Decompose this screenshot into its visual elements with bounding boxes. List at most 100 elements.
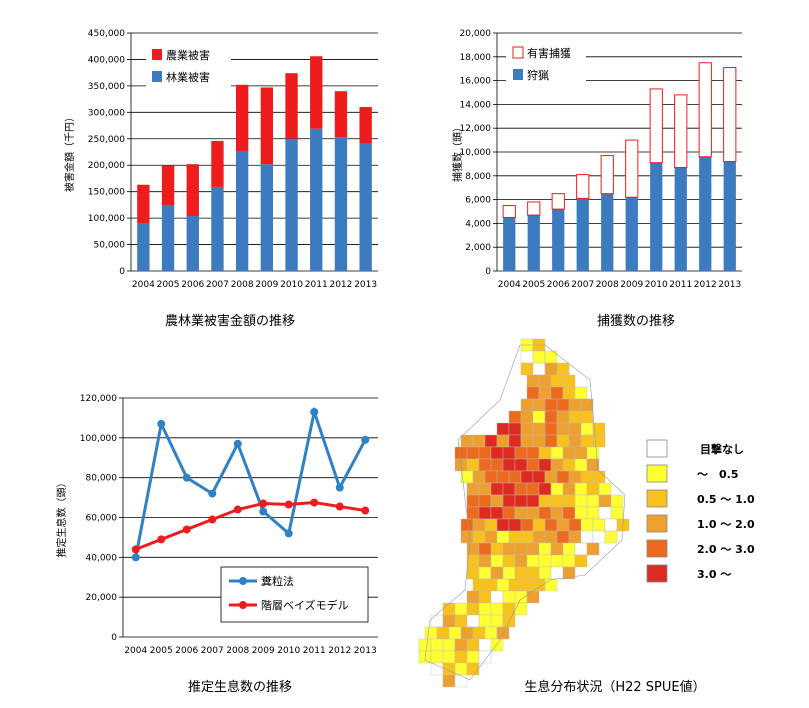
x-tick-label: 2006 <box>175 646 198 656</box>
map-cell <box>568 470 582 484</box>
map-cell <box>466 446 480 460</box>
x-tick-label: 2011 <box>303 646 326 656</box>
map-cell <box>532 578 546 592</box>
map-cell <box>472 578 486 592</box>
bar-segment <box>502 205 516 218</box>
map-cell <box>478 542 492 556</box>
distribution-map <box>418 338 630 688</box>
legend-label: 3.0 ～ <box>697 568 731 581</box>
map-cell <box>580 422 594 436</box>
map-cell <box>508 530 522 544</box>
x-tick-label: 2005 <box>522 280 545 290</box>
y-tick-label: 12,000 <box>460 124 492 134</box>
y-tick-label: 60,000 <box>86 514 118 524</box>
map-cell <box>544 422 558 436</box>
legend-swatch <box>646 489 668 508</box>
x-tick-label: 2009 <box>255 280 278 290</box>
y-tick-label: 100,000 <box>88 214 125 224</box>
map-cell <box>442 674 456 688</box>
map-cell <box>496 578 510 592</box>
bar-segment <box>359 107 372 144</box>
map-legend: 目撃なし ～ 0.5 0.5 ～ 1.0 1.0 ～ 2.0 2.0 ～ 3.0 3.0 … <box>646 439 755 583</box>
bar-segment <box>235 150 249 271</box>
data-point <box>361 506 370 515</box>
map-cell <box>526 386 540 400</box>
map-cell <box>484 518 498 532</box>
legend-marker <box>239 577 247 585</box>
map-cell <box>442 650 456 664</box>
map-cell <box>532 434 546 448</box>
map-cell <box>466 506 480 520</box>
map-cell <box>568 422 582 436</box>
legend-label: 糞粒法 <box>261 574 294 588</box>
bar-segment <box>601 193 614 271</box>
data-point <box>335 483 344 492</box>
data-point <box>259 499 268 508</box>
map-cell <box>508 410 522 424</box>
y-tick-label: 14,000 <box>460 100 492 110</box>
map-cell <box>484 470 498 484</box>
map-cell <box>466 458 480 472</box>
y-axis-label: 被害金額（千円） <box>63 112 76 192</box>
bar-segment <box>186 215 199 271</box>
map-cell <box>604 530 618 544</box>
map-cell <box>454 602 468 616</box>
x-tick-label: 2012 <box>328 646 351 656</box>
y-tick-label: 40,000 <box>86 553 118 563</box>
map-cell <box>490 446 504 460</box>
legend-label: 1.0 ～ 2.0 <box>697 518 755 531</box>
bar-segment <box>699 156 712 271</box>
map-cell <box>466 494 480 508</box>
map-cell <box>490 554 504 568</box>
x-tick-label: 2009 <box>620 280 643 290</box>
damage-chart: 0 50,000 100,000 150,000 200,000 250,000 300,0… <box>63 29 378 290</box>
map-cell <box>478 446 492 460</box>
map-cell <box>490 458 504 472</box>
legend-label: 0.5 ～ 1.0 <box>697 493 755 506</box>
bar-segment <box>625 197 638 271</box>
map-outline <box>424 344 626 681</box>
map-cell <box>460 434 474 448</box>
map-cell <box>496 530 510 544</box>
map-cell <box>508 578 522 592</box>
map-cell <box>556 518 570 532</box>
x-tick-label: 2013 <box>718 280 741 290</box>
caption-population: 推定生息数の推移 <box>188 679 292 695</box>
map-cell <box>556 530 570 544</box>
map-cell <box>502 458 516 472</box>
map-cell <box>544 470 558 484</box>
map-cell <box>544 410 558 424</box>
map-cell <box>526 446 540 460</box>
map-cell <box>478 650 492 664</box>
map-cell <box>550 482 564 496</box>
map-cell <box>580 410 594 424</box>
map-cell <box>502 542 516 556</box>
map-cell <box>514 590 528 604</box>
map-cell <box>490 506 504 520</box>
map-cell <box>460 518 474 532</box>
map-cell <box>490 590 504 604</box>
legend-label: 階層ベイズモデル <box>261 598 349 612</box>
map-cell <box>466 566 480 580</box>
x-tick-label: 2011 <box>669 280 692 290</box>
map-cell <box>472 518 486 532</box>
map-cell <box>532 470 546 484</box>
y-tick-label: 350,000 <box>88 82 125 92</box>
map-cell <box>454 674 468 688</box>
map-cell <box>478 482 492 496</box>
map-cell <box>538 494 552 508</box>
map-cell <box>454 638 468 652</box>
map-cell <box>538 542 552 556</box>
map-cell <box>502 590 516 604</box>
map-cell <box>448 626 462 640</box>
bar-segment <box>310 56 323 129</box>
map-cell <box>502 494 516 508</box>
x-tick-label: 2009 <box>252 646 275 656</box>
y-tick-label: 4,000 <box>465 219 491 229</box>
map-cell <box>502 482 516 496</box>
map-cell <box>430 614 444 628</box>
map-cell <box>526 566 540 580</box>
map-cell <box>550 542 564 556</box>
legend-swatch <box>646 514 668 533</box>
bar-segment <box>260 87 274 165</box>
